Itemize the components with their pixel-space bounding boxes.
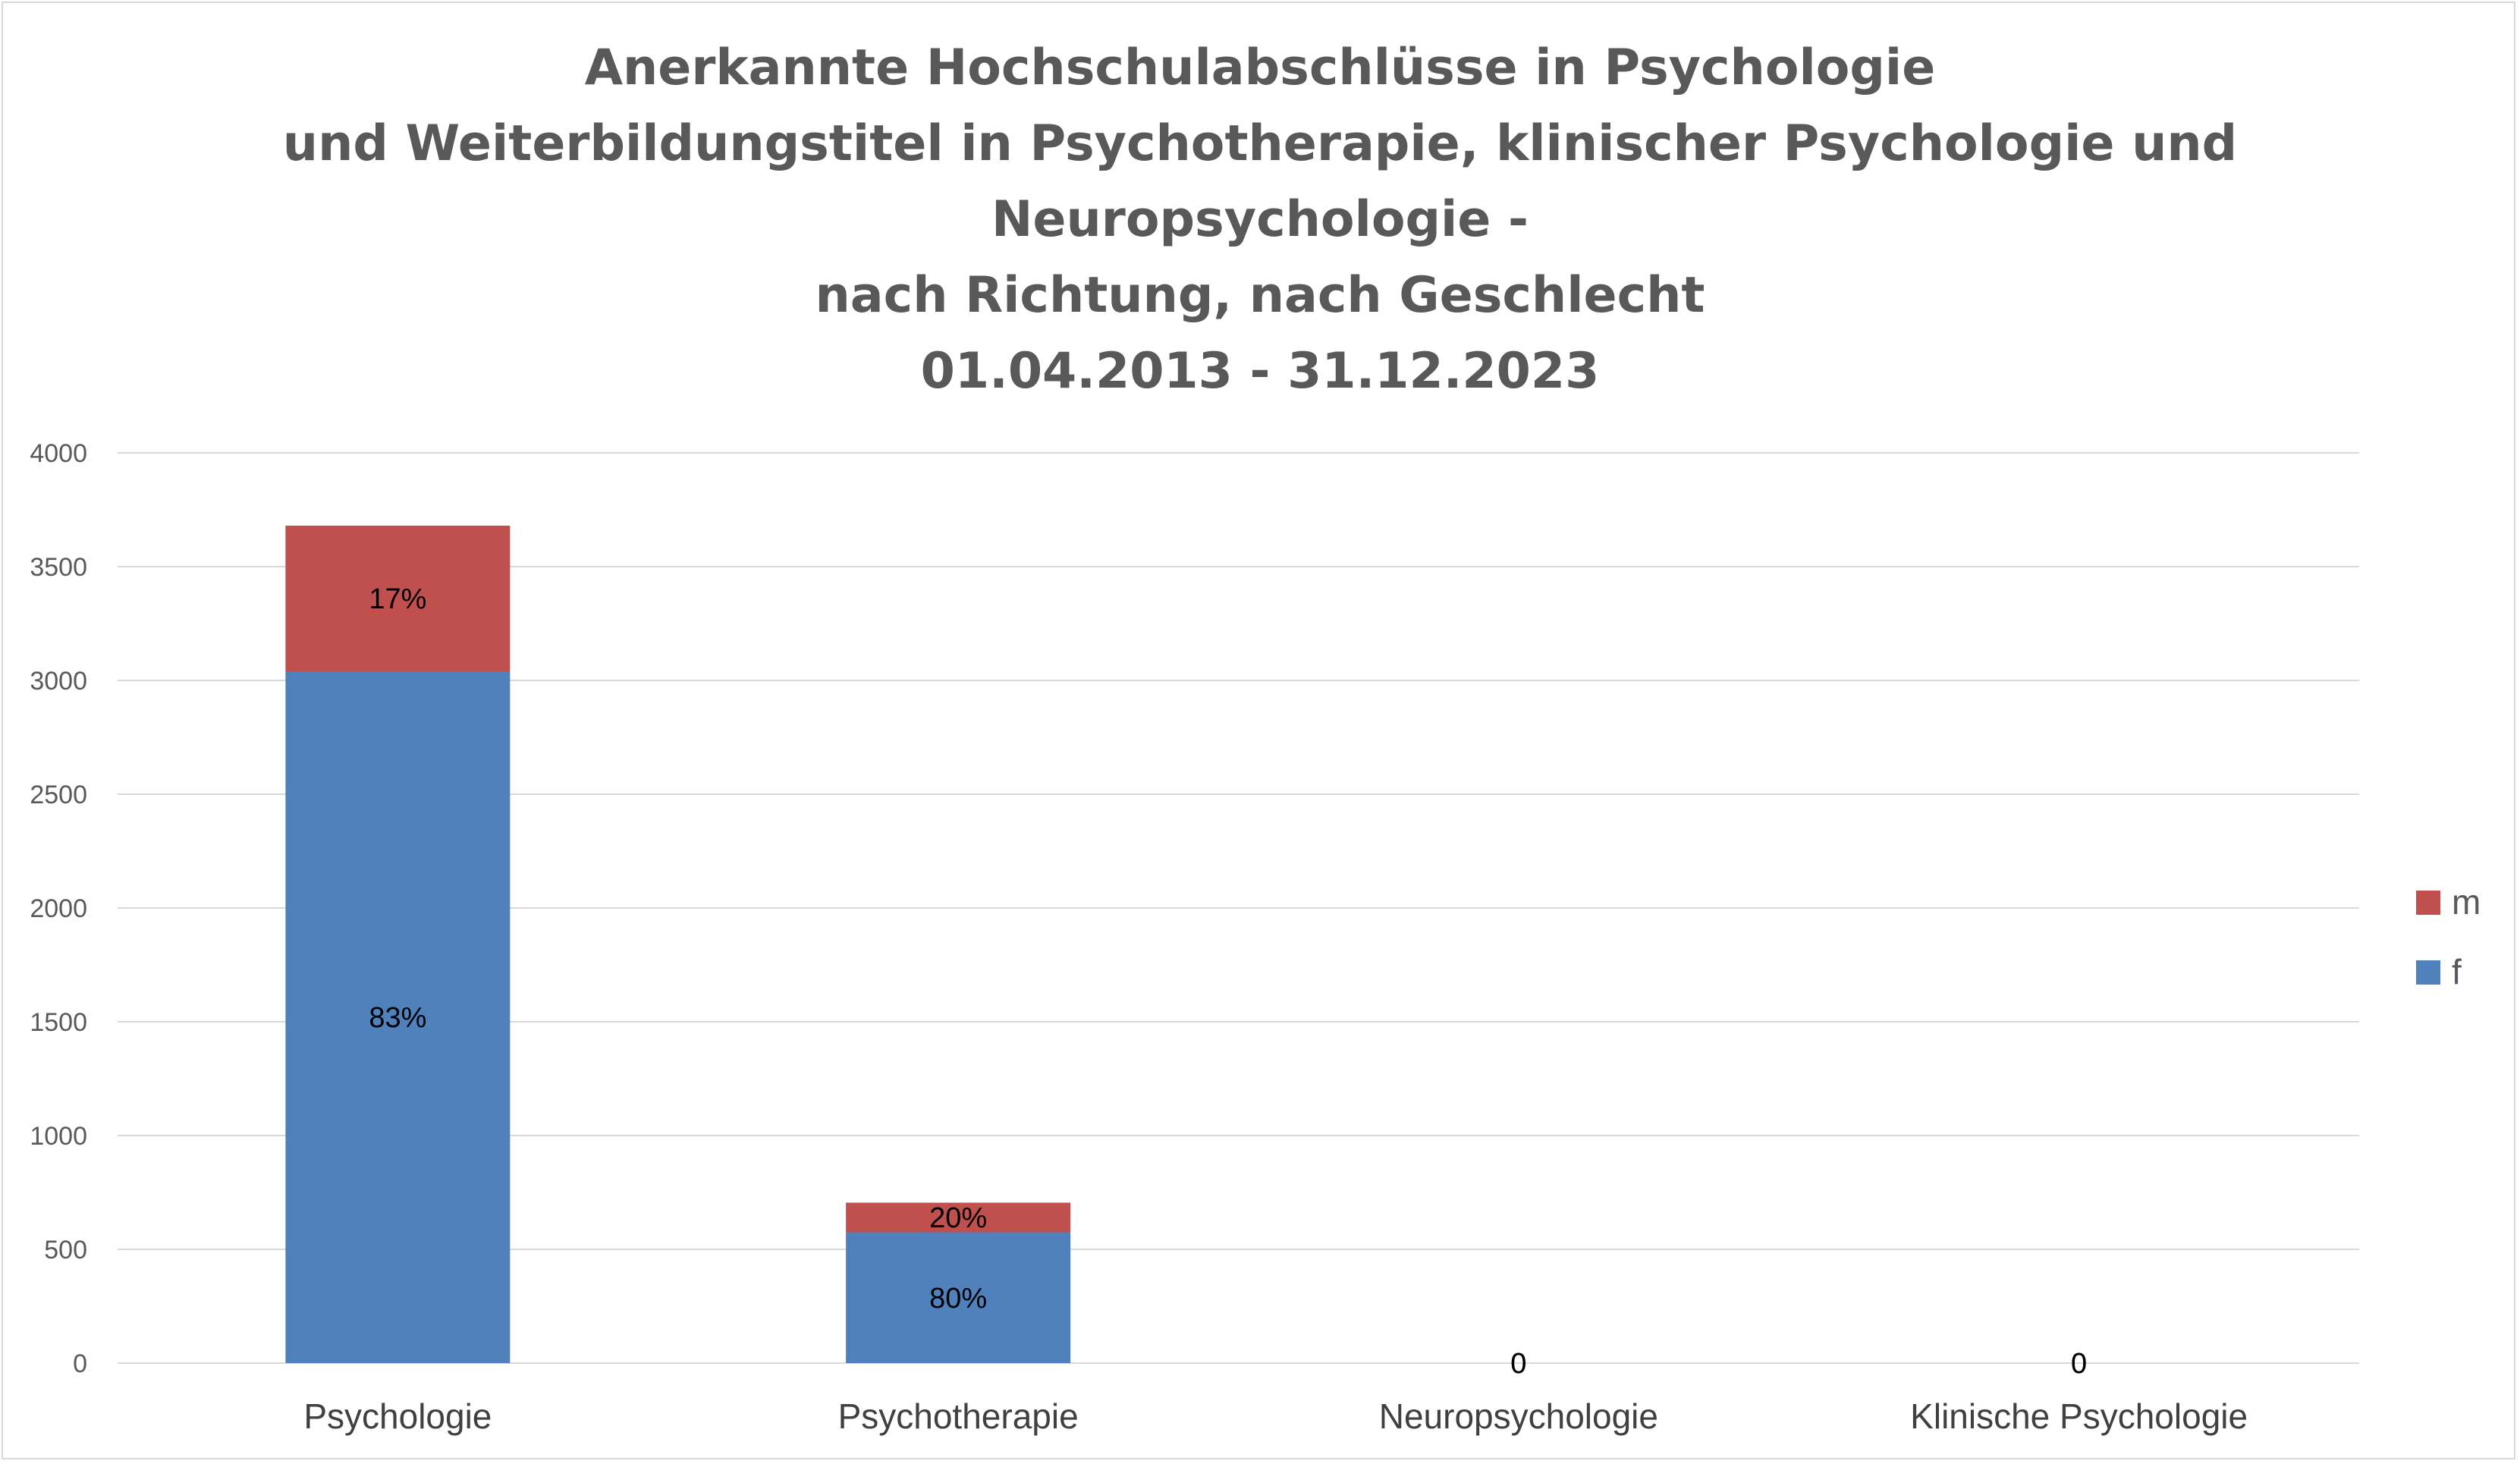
y-tick-label: 0 — [73, 1349, 87, 1378]
x-category-label: Psychologie — [303, 1396, 492, 1436]
data-label-m: 0 — [2071, 1348, 2087, 1380]
data-label-m: 17% — [369, 583, 426, 615]
x-axis: Psychologie Psychotherapie Neuropsychologi… — [303, 1396, 2248, 1436]
y-tick-label: 1500 — [30, 1008, 87, 1037]
y-tick-label: 2000 — [30, 894, 87, 923]
legend-label-f: f — [2452, 952, 2462, 991]
title-line-3: Neuropsychologie - — [991, 191, 1529, 248]
data-label-f: 0 — [1510, 1348, 1526, 1380]
y-axis: 0 500 1000 1500 2000 2500 3000 3500 4000 — [30, 439, 87, 1378]
data-label-m: 0 — [1510, 1348, 1526, 1380]
data-label-f: 80% — [929, 1283, 987, 1315]
data-label-f: 83% — [369, 1002, 426, 1034]
legend-swatch-m — [2416, 891, 2440, 915]
legend-label-m: m — [2452, 882, 2481, 922]
title-line-5: 01.04.2013 - 31.12.2023 — [920, 343, 1600, 400]
title-line-4: nach Richtung, nach Geschlecht — [815, 267, 1705, 324]
bar-f — [285, 671, 511, 1363]
x-category-label: Neuropsychologie — [1379, 1396, 1658, 1436]
bars — [285, 526, 1071, 1363]
y-tick-label: 2500 — [30, 781, 87, 809]
y-tick-label: 3500 — [30, 553, 87, 582]
title-line-2: und Weiterbildungstitel in Psychotherapi… — [282, 115, 2238, 172]
y-tick-label: 500 — [44, 1236, 87, 1265]
data-label-m: 20% — [929, 1202, 987, 1234]
legend-swatch-f — [2416, 960, 2440, 985]
bar-m — [846, 1202, 1071, 1233]
legend: mf — [2416, 882, 2481, 991]
bar-f — [846, 1232, 1071, 1363]
x-category-label: Psychotherapie — [838, 1396, 1079, 1436]
title-line-1: Anerkannte Hochschulabschlüsse in Psycho… — [584, 39, 1936, 96]
data-labels: 83%17%80%20%00 00 — [369, 583, 2087, 1380]
bar-m — [285, 526, 511, 671]
y-tick-label: 4000 — [30, 439, 87, 468]
y-tick-label: 1000 — [30, 1122, 87, 1151]
x-category-label: Klinische Psychologie — [1910, 1396, 2248, 1436]
data-label-f: 0 — [2071, 1348, 2087, 1380]
y-tick-label: 3000 — [30, 667, 87, 696]
chart-title: Anerkannte Hochschulabschlüsse in Psycho… — [0, 30, 2520, 410]
